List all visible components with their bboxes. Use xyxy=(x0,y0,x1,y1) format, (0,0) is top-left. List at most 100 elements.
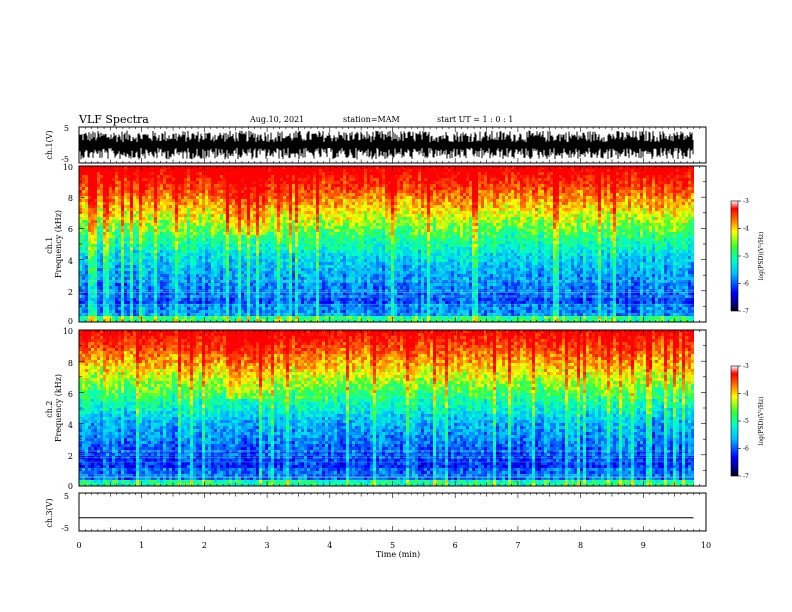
spectrogram-cell xyxy=(316,301,319,304)
spectrogram-cell xyxy=(175,277,178,280)
spectrogram-cell xyxy=(211,211,214,214)
spectrogram-cell xyxy=(139,166,142,169)
spectrogram-cell xyxy=(151,280,154,283)
spectrogram-cell xyxy=(157,196,160,199)
spectrogram-cell xyxy=(214,271,217,274)
spectrogram-cell xyxy=(154,313,157,316)
spectrogram-cell xyxy=(187,283,190,286)
spectrogram-cell xyxy=(166,178,169,181)
spectrogram-cell xyxy=(223,262,226,265)
spectrogram-cell xyxy=(220,268,223,271)
spectrogram-cell xyxy=(250,250,253,253)
spectrogram-cell xyxy=(124,223,127,226)
spectrogram-cell xyxy=(265,208,268,211)
spectrogram-cell xyxy=(85,214,88,217)
spectrogram-cell xyxy=(298,226,301,229)
spectrogram-cell xyxy=(112,313,115,316)
spectrogram-cell xyxy=(253,304,256,307)
spectrogram-cell xyxy=(82,199,85,202)
spectrogram-cell xyxy=(304,181,307,184)
spectrogram-cell xyxy=(256,301,259,304)
spectrogram-cell xyxy=(91,190,94,193)
spectrogram-cell xyxy=(199,238,202,241)
spectrogram-cell xyxy=(205,172,208,175)
spectrogram-cell xyxy=(115,313,118,316)
spectrogram-cell xyxy=(190,229,193,232)
spectrogram-cell xyxy=(250,217,253,220)
spectrogram-cell xyxy=(307,187,310,190)
spectrogram-cell xyxy=(118,301,121,304)
spectrogram-cell xyxy=(181,187,184,190)
spectrogram-cell xyxy=(277,304,280,307)
spectrogram-cell xyxy=(151,295,154,298)
spectrogram-cell xyxy=(157,277,160,280)
spectrogram-cell xyxy=(82,190,85,193)
spectrogram-cell xyxy=(247,232,250,235)
spectrogram-cell xyxy=(118,253,121,256)
spectrogram-cell xyxy=(178,214,181,217)
spectrogram-cell xyxy=(214,268,217,271)
spectrogram-cell xyxy=(151,250,154,253)
spectrogram-cell xyxy=(97,214,100,217)
spectrogram-cell xyxy=(250,220,253,223)
spectrogram-cell xyxy=(310,178,313,181)
spectrogram-cell xyxy=(235,304,238,307)
spectrogram-cell xyxy=(88,268,91,271)
spectrogram-cell xyxy=(199,193,202,196)
spectrogram-cell xyxy=(190,307,193,310)
spectrogram-cell xyxy=(301,262,304,265)
spectrogram-cell xyxy=(127,226,130,229)
spectrogram-cell xyxy=(166,292,169,295)
spectrogram-cell xyxy=(106,169,109,172)
spectrogram-cell xyxy=(196,265,199,268)
spectrogram-cell xyxy=(316,220,319,223)
spectrogram-cell xyxy=(286,262,289,265)
spectrogram-cell xyxy=(208,235,211,238)
spectrogram-cell xyxy=(202,307,205,310)
spectrogram-cell xyxy=(235,244,238,247)
spectrogram-cell xyxy=(103,199,106,202)
spectrogram-cell xyxy=(259,286,262,289)
spectrogram-cell xyxy=(253,226,256,229)
spectrogram-cell xyxy=(118,283,121,286)
spectrogram-cell xyxy=(304,295,307,298)
spectrogram-cell xyxy=(250,178,253,181)
spectrogram-cell xyxy=(301,172,304,175)
spectrogram-cell xyxy=(127,250,130,253)
spectrogram-cell xyxy=(235,175,238,178)
spectrogram-cell xyxy=(88,193,91,196)
spectrogram-cell xyxy=(178,187,181,190)
spectrogram-cell xyxy=(190,262,193,265)
spectrogram-cell xyxy=(208,250,211,253)
spectrogram-cell xyxy=(139,199,142,202)
spectrogram-cell xyxy=(190,202,193,205)
spectrogram-cell xyxy=(265,196,268,199)
spectrogram-cell xyxy=(283,253,286,256)
spectrogram-cell xyxy=(268,220,271,223)
spectrogram-cell xyxy=(130,232,133,235)
spectrogram-cell xyxy=(133,241,136,244)
spectrogram-cell xyxy=(142,265,145,268)
spectrogram-cell xyxy=(91,301,94,304)
spectrogram-cell xyxy=(289,175,292,178)
spectrogram-cell xyxy=(151,214,154,217)
spectrogram-cell xyxy=(175,247,178,250)
spectrogram-cell xyxy=(190,199,193,202)
spectrogram-cell xyxy=(292,196,295,199)
spectrogram-cell xyxy=(274,265,277,268)
spectrogram-cell xyxy=(277,253,280,256)
spectrogram-cell xyxy=(97,283,100,286)
spectrogram-cell xyxy=(103,292,106,295)
spectrogram-cell xyxy=(208,238,211,241)
spectrogram-cell xyxy=(97,292,100,295)
spectrogram-cell xyxy=(304,226,307,229)
spectrogram-cell xyxy=(202,172,205,175)
spectrogram-cell xyxy=(85,238,88,241)
spectrogram-cell xyxy=(91,232,94,235)
spectrogram-cell xyxy=(196,226,199,229)
spectrogram-cell xyxy=(286,199,289,202)
spectrogram-cell xyxy=(127,277,130,280)
spectrogram-cell xyxy=(265,214,268,217)
spectrogram-cell xyxy=(124,178,127,181)
spectrogram-cell xyxy=(223,220,226,223)
